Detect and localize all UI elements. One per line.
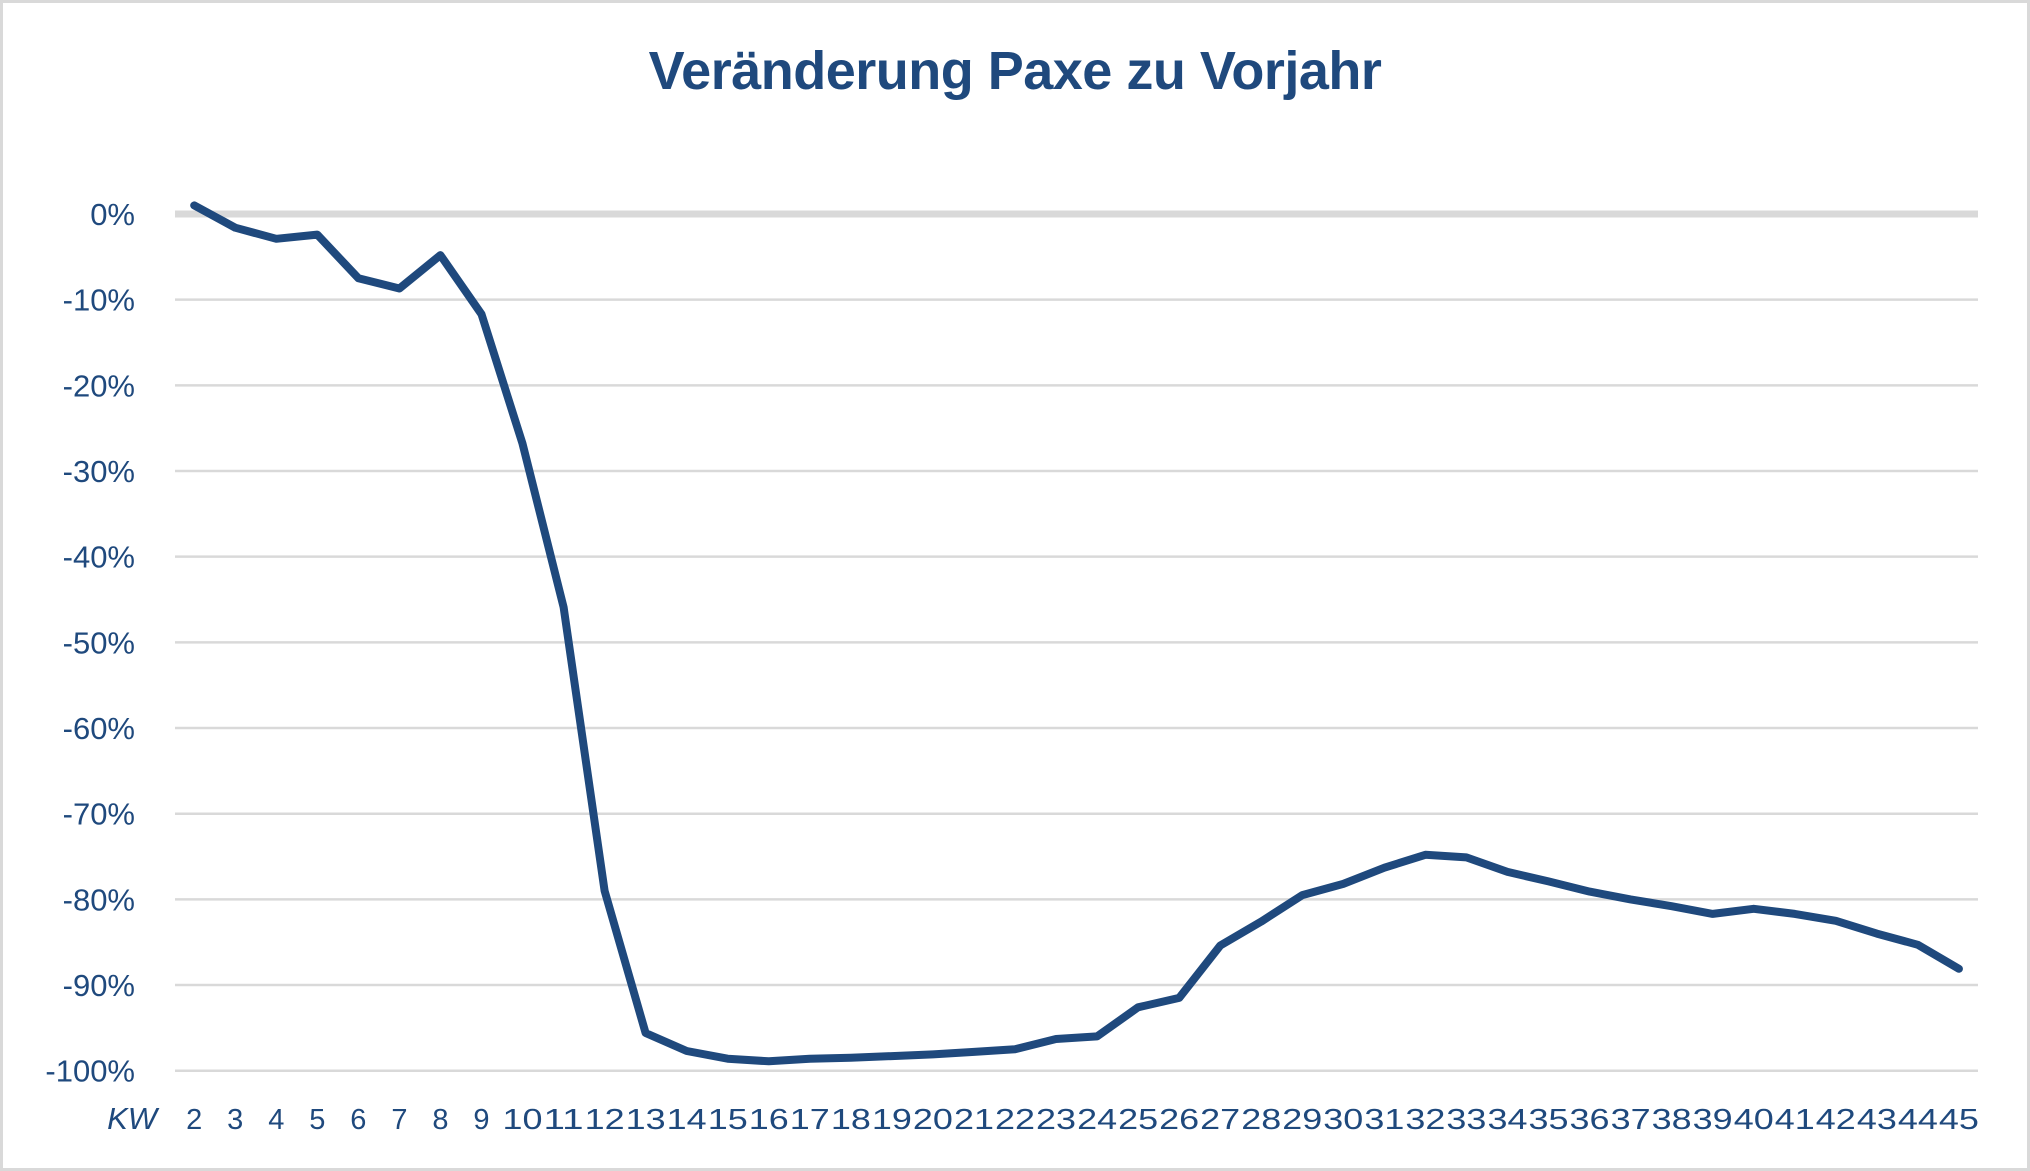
x-tick-label: 3: [227, 1104, 243, 1136]
x-tick-label: 22: [995, 1104, 1035, 1136]
x-tick-label: 17: [790, 1104, 830, 1136]
x-tick-label: 5: [309, 1104, 325, 1136]
y-tick-label: -60%: [63, 711, 135, 746]
x-tick-label: 16: [749, 1104, 789, 1136]
y-tick-label: -80%: [63, 882, 135, 917]
gridlines: [175, 210, 1978, 1072]
x-tick-label: 15: [708, 1104, 748, 1136]
x-tick-label: 7: [391, 1104, 407, 1136]
x-tick-label: 25: [1118, 1104, 1158, 1136]
x-tick-label: 41: [1775, 1104, 1815, 1136]
x-tick-label: 21: [954, 1104, 994, 1136]
x-tick-label: 29: [1282, 1104, 1322, 1136]
x-tick-label: 44: [1898, 1104, 1938, 1136]
x-tick-label: 23: [1036, 1104, 1076, 1136]
x-tick-label: 45: [1939, 1104, 1979, 1136]
x-tick-label: 12: [585, 1104, 625, 1136]
series-line: [190, 201, 1963, 1066]
x-tick-label: 37: [1611, 1104, 1651, 1136]
x-axis-labels: 2 3 4 5 6 7 8 9 10 11 12 13 14 15 16 17 18 19 20 21 22 23 24 25…: [186, 1104, 1979, 1136]
x-tick-label: 36: [1570, 1104, 1610, 1136]
y-tick-label: -30%: [63, 454, 135, 489]
y-tick-label: -100%: [45, 1054, 135, 1089]
x-tick-label: 43: [1857, 1104, 1897, 1136]
x-tick-label: 39: [1693, 1104, 1733, 1136]
y-tick-label: -70%: [63, 797, 135, 832]
x-tick-label: 2: [186, 1104, 202, 1136]
x-axis-title: KW: [107, 1101, 160, 1136]
x-tick-label: 28: [1241, 1104, 1281, 1136]
x-tick-label: 35: [1529, 1104, 1569, 1136]
x-tick-label: 30: [1323, 1104, 1363, 1136]
x-tick-label: 34: [1487, 1104, 1527, 1136]
x-tick-label: 13: [626, 1104, 666, 1136]
x-tick-label: 18: [831, 1104, 871, 1136]
y-tick-label: -90%: [63, 968, 135, 1003]
x-tick-label: 9: [473, 1104, 489, 1136]
x-tick-label: 4: [268, 1104, 284, 1136]
x-tick-label: 27: [1200, 1104, 1240, 1136]
x-tick-label: 14: [667, 1104, 707, 1136]
y-tick-label: -20%: [63, 368, 135, 403]
y-tick-label: -10%: [63, 283, 135, 318]
y-axis-labels: 0% -10% -20% -30% -40% -50% -60% -70% -80% -90% -1…: [45, 197, 135, 1089]
x-tick-label: 6: [350, 1104, 366, 1136]
x-tick-label: 8: [432, 1104, 448, 1136]
y-tick-label: -50%: [63, 625, 135, 660]
x-tick-label: 40: [1734, 1104, 1774, 1136]
chart-title: Veränderung Paxe zu Vorjahr: [648, 41, 1382, 101]
y-tick-label: 0%: [90, 197, 135, 232]
x-tick-label: 24: [1077, 1104, 1117, 1136]
x-tick-label: 38: [1652, 1104, 1692, 1136]
data-series: [190, 201, 1963, 1066]
x-tick-label: 33: [1446, 1104, 1486, 1136]
x-tick-label: 20: [913, 1104, 953, 1136]
x-tick-label: 32: [1405, 1104, 1445, 1136]
x-tick-label: 10: [503, 1104, 543, 1136]
x-tick-label: 11: [544, 1104, 584, 1136]
x-tick-label: 31: [1364, 1104, 1404, 1136]
x-tick-label: 26: [1159, 1104, 1199, 1136]
x-tick-label: 42: [1816, 1104, 1856, 1136]
x-tick-label: 19: [872, 1104, 912, 1136]
y-tick-label: -40%: [63, 540, 135, 575]
